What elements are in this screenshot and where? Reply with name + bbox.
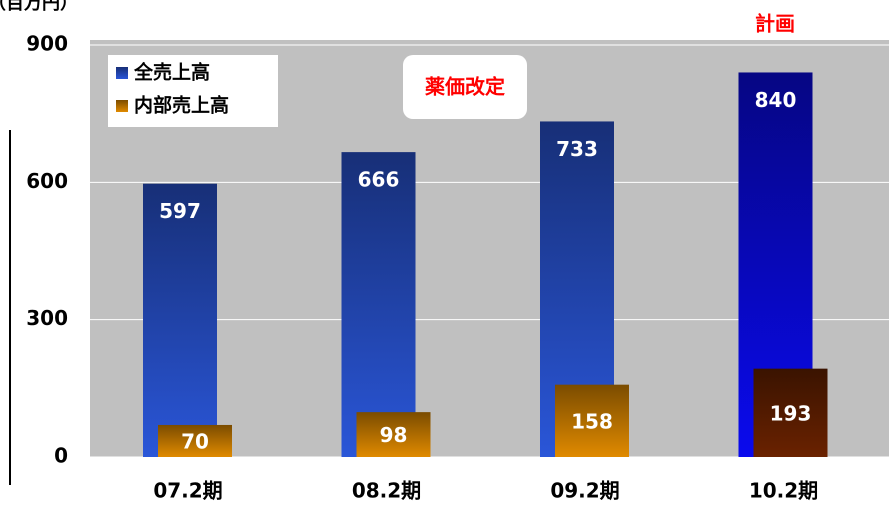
legend-swatch: [116, 67, 128, 79]
bar: [143, 183, 217, 457]
x-tick-label: 07.2期: [153, 479, 222, 503]
legend-label: 全売上高: [133, 61, 210, 84]
x-tick-label: 09.2期: [550, 479, 619, 503]
x-tick-label: 10.2期: [749, 479, 818, 503]
value-label: 98: [380, 423, 408, 447]
annotation: 薬価改定: [425, 75, 505, 99]
value-label: 733: [556, 137, 598, 161]
y-tick-label: 0: [54, 444, 68, 468]
bar: [555, 384, 629, 457]
value-label: 70: [181, 429, 209, 453]
y-tick-label: 300: [26, 306, 68, 330]
y-axis-label: （百万円）: [0, 0, 78, 14]
value-label: 666: [358, 168, 400, 192]
x-tick-label: 08.2期: [352, 479, 421, 503]
bar: [341, 152, 416, 457]
legend-box: [108, 55, 278, 127]
value-label: 597: [159, 199, 201, 223]
y-tick-label: 600: [26, 169, 68, 193]
value-label: 193: [770, 401, 812, 425]
value-label: 158: [571, 409, 613, 433]
value-label: 840: [755, 88, 797, 112]
legend-label: 内部売上高: [134, 94, 229, 117]
legend-swatch: [116, 100, 128, 112]
y-tick-label: 900: [26, 32, 68, 56]
bar: [158, 424, 232, 457]
bar: [753, 368, 828, 457]
bar: [356, 412, 431, 457]
annotation-box: [403, 55, 527, 119]
annotation: 計画: [755, 12, 795, 36]
